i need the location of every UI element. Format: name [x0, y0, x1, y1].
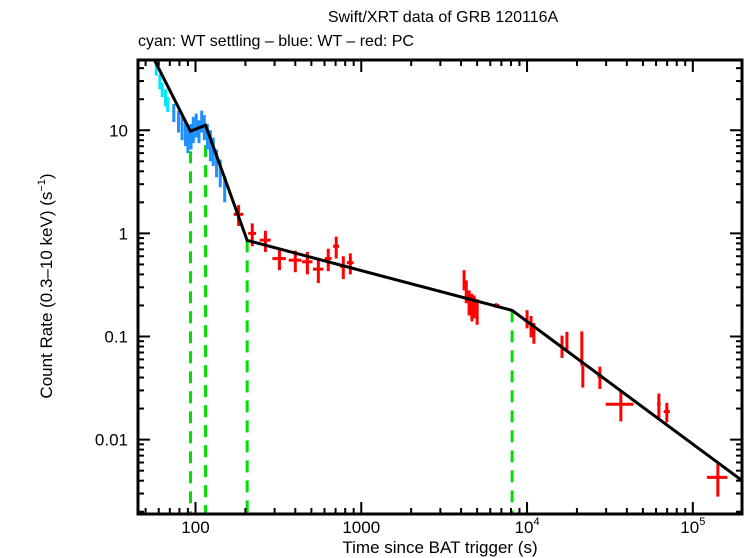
y-axis-label-end: ) [37, 173, 56, 179]
wt-point [180, 115, 184, 141]
x-tick-label-base: 1000 [342, 518, 380, 537]
pc-point [259, 230, 271, 252]
pc-point [324, 248, 332, 272]
wt-settling-point [160, 82, 164, 98]
y-axis-label: Count Rate (0.3–10 keV) (s−1) [36, 173, 56, 398]
pc-point [565, 331, 569, 352]
chart-title: Swift/XRT data of GRB 120116A [328, 9, 559, 26]
pc-point [605, 391, 634, 422]
pc-point [333, 236, 340, 259]
y-tick-label: 0.01 [95, 431, 128, 450]
y-axis-label-main: Count Rate (0.3–10 keV) (s [37, 192, 56, 399]
pc-point [580, 331, 584, 366]
pc-point [312, 258, 324, 284]
chart-subtitle: cyan: WT settling – blue: WT – red: PC [138, 33, 414, 50]
x-tick-label: 100 [181, 518, 209, 537]
x-tick-label-exponent: 4 [533, 516, 539, 528]
y-tick-label: 1 [119, 224, 128, 243]
x-tick-label-base: 10 [515, 518, 534, 537]
fit-line [153, 59, 742, 481]
wt-point [177, 110, 181, 133]
pc-point [657, 393, 661, 419]
pc-point [475, 299, 479, 325]
pc-point [462, 270, 466, 291]
wt-point [186, 125, 190, 154]
pc-point [272, 249, 286, 271]
x-tick-label-base: 10 [680, 518, 699, 537]
pc-point [525, 310, 529, 329]
pc-point [346, 253, 354, 275]
y-tick-label: 10 [109, 121, 128, 140]
x-tick-label: 1000 [342, 518, 380, 537]
wt-point [172, 103, 176, 123]
pc-point [706, 464, 728, 497]
x-axis-label: Time since BAT trigger (s) [342, 538, 537, 557]
wt-settling-point [166, 97, 170, 113]
x-tick-label: 105 [680, 516, 705, 537]
pc-point [470, 293, 474, 322]
wt-point [194, 113, 198, 138]
wt-point [200, 110, 204, 133]
x-tick-label: 104 [515, 516, 540, 537]
wt-point [183, 122, 187, 147]
y-axis-label-sup: −1 [36, 179, 48, 192]
plot-frame [136, 58, 744, 516]
wt-point [197, 120, 201, 144]
x-tick-label-exponent: 5 [699, 516, 705, 528]
y-tick-label: 0.1 [104, 327, 128, 346]
pc-point [663, 402, 670, 423]
pc-point [467, 290, 471, 316]
wt-point [189, 123, 193, 150]
x-tick-label-base: 100 [181, 518, 209, 537]
wt-settling-point [158, 74, 162, 90]
pc-point [581, 365, 585, 388]
